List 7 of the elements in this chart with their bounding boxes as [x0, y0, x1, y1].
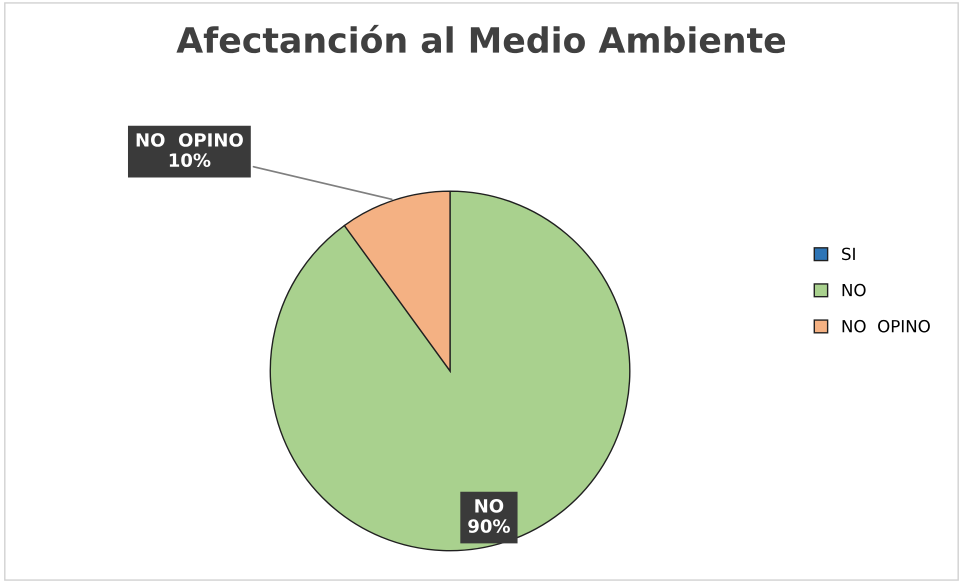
legend-label: SI: [842, 248, 855, 260]
data-label: NO OPINO 10%: [136, 133, 243, 167]
chart-title: Afectanción al Medio Ambiente: [176, 24, 786, 54]
data-label: NO 90%: [468, 499, 510, 533]
legend-label: NO: [842, 284, 866, 296]
pie-slice: [270, 190, 630, 552]
legend-label: NO OPINO: [842, 320, 930, 332]
